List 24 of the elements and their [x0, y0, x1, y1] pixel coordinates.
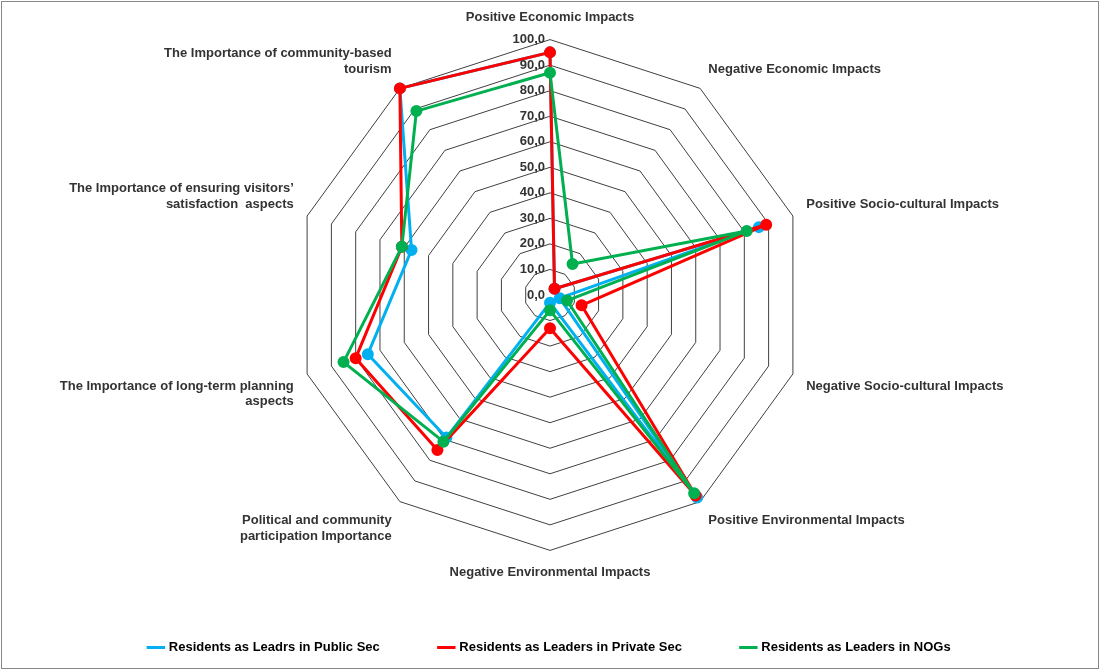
- y-tick-label: 90,0: [519, 56, 545, 72]
- y-tick-label: 0,0: [526, 286, 545, 302]
- y-tick-label: 10,0: [519, 261, 545, 277]
- spoke-label: Positive Environmental Impacts: [708, 512, 905, 528]
- legend-label: Residents as Leaders in Private Sec: [459, 639, 682, 655]
- spoke-label: Negative Economic Impacts: [708, 60, 882, 76]
- y-tick-label: 20,0: [519, 235, 545, 251]
- spoke-label: The Importance of long-term planning aspects: [59, 377, 294, 409]
- y-tick-label: 40,0: [519, 184, 545, 200]
- spoke-label: The Importance of ensuring visitors’ satisfaction aspects: [69, 179, 294, 211]
- spoke-label: Positive Socio-cultural Impacts: [806, 195, 1000, 211]
- y-tick-label: 60,0: [519, 133, 545, 149]
- spoke-label: Positive Economic Impacts: [465, 9, 635, 25]
- y-tick-label: 100,0: [512, 31, 545, 47]
- y-tick-label: 50,0: [519, 158, 545, 174]
- y-tick-label: 70,0: [519, 107, 545, 123]
- y-tick-label: 30,0: [519, 209, 545, 225]
- spoke-label: The Importance of community-based tourism: [164, 45, 392, 76]
- legend-label: Residents as Leadrs in Public Sec: [168, 639, 380, 655]
- y-tick-label: 80,0: [519, 82, 545, 98]
- legend-label: Residents as Leaders in NOGs: [761, 639, 951, 655]
- spoke-label: Negative Environmental Impacts: [449, 563, 651, 579]
- spoke-label: Political and community participation Importance: [239, 512, 393, 543]
- spoke-label: Negative Socio-cultural Impacts: [806, 377, 1004, 393]
